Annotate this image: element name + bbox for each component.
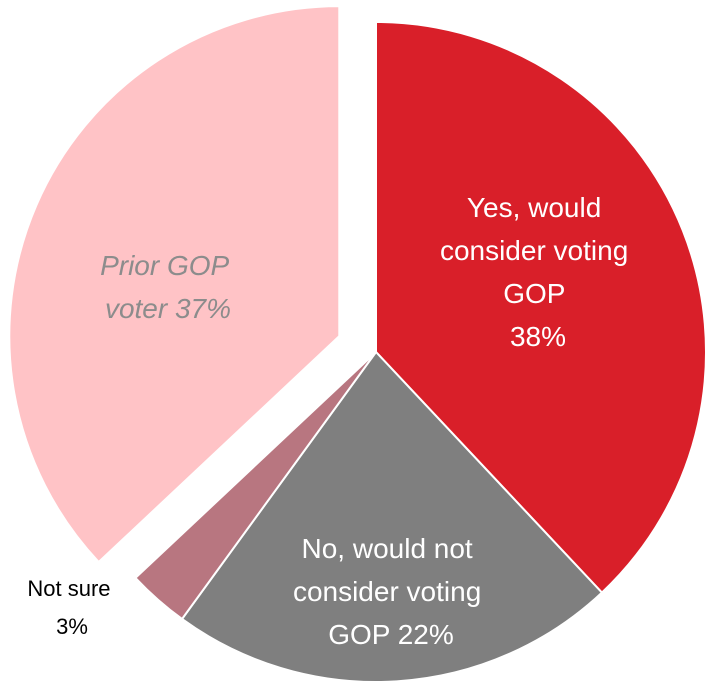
slice-no <box>180 350 604 682</box>
slice-yes <box>375 20 707 594</box>
slice-label-not-sure: Not sure 3% <box>27 576 116 639</box>
slice-label-no: No, would not consider voting GOP 22% <box>293 533 489 650</box>
slice-label-prior-gop: Prior GOP voter 37% <box>100 250 236 324</box>
pie-labels: Yes, would consider voting GOP 38% No, w… <box>27 192 636 650</box>
slice-label-yes: Yes, would consider voting GOP 38% <box>440 192 636 352</box>
pie-slices <box>8 5 707 682</box>
slice-prior-gop <box>8 5 341 564</box>
slice-not-sure <box>134 351 377 621</box>
